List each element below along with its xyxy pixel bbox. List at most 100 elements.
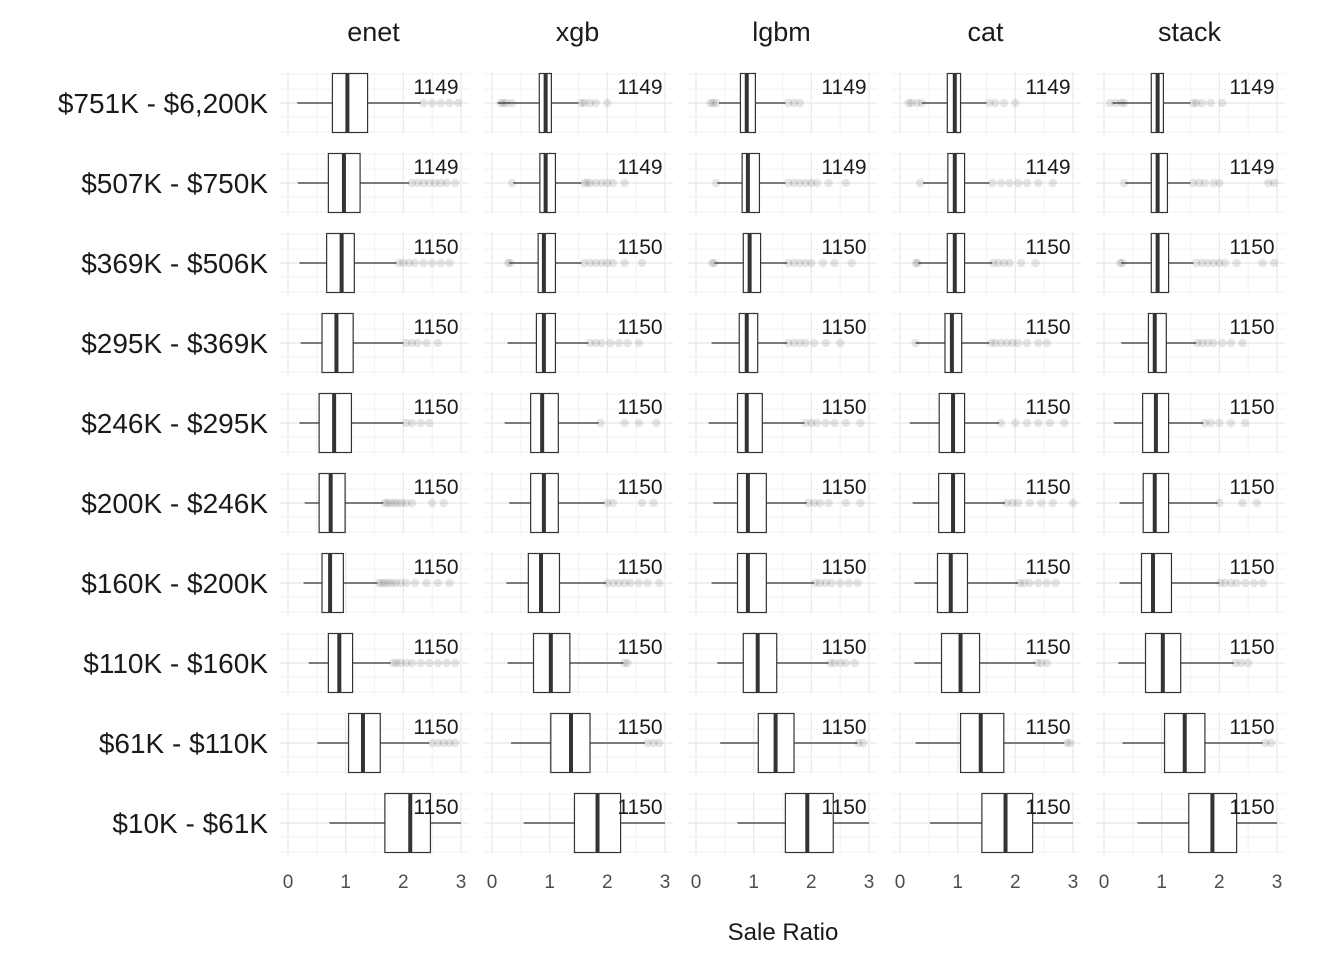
outlier-point <box>1269 258 1279 268</box>
outlier-point <box>801 338 810 348</box>
count-label: 1150 <box>1229 476 1274 499</box>
iqr-box <box>537 232 557 294</box>
outlier-point <box>1209 178 1218 188</box>
outlier-point <box>407 418 417 428</box>
iqr-box <box>539 152 557 214</box>
iqr-box <box>527 552 561 614</box>
facet-label-enet: enet <box>347 17 400 47</box>
outlier-point <box>1037 658 1046 668</box>
panels-layer: 1149 1149 1150 1150 1150 1150 1150 1150 1150 1150… <box>280 72 1285 854</box>
outlier-point <box>1218 338 1227 348</box>
outlier-point <box>1261 738 1270 748</box>
outlier-point <box>606 338 615 348</box>
iqr-box <box>384 792 432 854</box>
outlier-point <box>637 258 647 268</box>
facet-label-stack: stack <box>1158 17 1222 47</box>
panel-xgb-8: 1150 <box>484 712 673 774</box>
count-label: 1150 <box>1229 636 1274 659</box>
outlier-point <box>824 178 833 188</box>
iqr-box <box>530 392 559 454</box>
panel-lgbm-4: 1150 <box>688 392 877 454</box>
outlier-point <box>996 178 1006 188</box>
outlier-point <box>1215 178 1224 188</box>
panel-cat-8: 1150 <box>892 712 1081 774</box>
count-label: 1150 <box>617 316 662 339</box>
panel-enet-0: 1149 <box>280 72 469 134</box>
count-label: 1149 <box>413 76 458 99</box>
panel-xgb-4: 1150 <box>484 392 673 454</box>
outlier-point <box>620 178 629 188</box>
outlier-point <box>436 178 446 188</box>
outlier-point <box>821 578 830 588</box>
panel-lgbm-1: 1149 <box>688 152 877 214</box>
panel-xgb-1: 1149 <box>484 152 673 214</box>
x-tick-label: 1 <box>952 872 963 893</box>
outlier-point <box>706 98 715 108</box>
outlier-point <box>1189 178 1198 188</box>
outlier-point <box>1218 98 1227 108</box>
outlier-point <box>812 418 822 428</box>
outlier-point <box>596 418 605 428</box>
outlier-point <box>996 418 1006 428</box>
price-bin-label: $160K - $200K <box>81 568 268 599</box>
count-label: 1150 <box>821 236 866 259</box>
outlier-point <box>399 258 408 268</box>
outlier-point <box>634 418 644 428</box>
panel-xgb-3: 1150 <box>484 312 673 374</box>
count-label: 1150 <box>821 476 866 499</box>
outlier-point <box>915 178 925 188</box>
outlier-point <box>1209 258 1218 268</box>
panel-lgbm-3: 1150 <box>688 312 877 374</box>
count-label: 1150 <box>1025 316 1070 339</box>
outlier-point <box>402 498 411 508</box>
outlier-point <box>1206 98 1215 108</box>
outlier-point <box>643 738 652 748</box>
outlier-point <box>853 578 862 588</box>
outlier-point <box>436 98 446 108</box>
outlier-point <box>608 578 618 588</box>
outlier-point <box>999 258 1008 268</box>
outlier-point <box>585 98 595 108</box>
outlier-point <box>445 258 454 268</box>
panel-stack-5: 1150 <box>1096 472 1285 534</box>
outlier-point <box>1015 578 1025 588</box>
panel-enet-3: 1150 <box>280 312 469 374</box>
outlier-point <box>1238 498 1247 508</box>
outlier-point <box>580 178 589 188</box>
outlier-point <box>986 338 996 348</box>
outlier-point <box>1226 578 1236 588</box>
outlier-point <box>784 178 793 188</box>
x-tick-label: 0 <box>1099 872 1110 893</box>
count-label: 1150 <box>617 556 662 579</box>
labels-layer: enet xgb lgbm cat stack $751K - $6,200K $507K … <box>58 17 1282 893</box>
outlier-point <box>623 658 632 668</box>
outlier-point <box>841 418 851 428</box>
panel-stack-0: 1149 <box>1096 72 1285 134</box>
outlier-point <box>386 498 395 508</box>
outlier-point <box>445 98 454 108</box>
outlier-point <box>620 658 629 668</box>
outlier-point <box>442 178 451 188</box>
count-label: 1150 <box>1025 796 1070 819</box>
outlier-point <box>410 258 420 268</box>
outlier-point <box>620 578 629 588</box>
outlier-point <box>807 258 816 268</box>
outlier-point <box>626 578 635 588</box>
outlier-point <box>1019 578 1029 588</box>
outlier-point <box>603 178 612 188</box>
count-label: 1150 <box>821 316 866 339</box>
outlier-point <box>1206 418 1215 428</box>
outlier-point <box>1241 418 1250 428</box>
outlier-point <box>585 178 595 188</box>
count-label: 1150 <box>617 636 662 659</box>
outlier-point <box>911 258 921 268</box>
panel-lgbm-7: 1150 <box>688 632 877 694</box>
outlier-point <box>1042 658 1052 668</box>
outlier-point <box>1042 338 1052 348</box>
outlier-point <box>427 258 437 268</box>
outlier-point <box>847 258 856 268</box>
facet-label-lgbm: lgbm <box>752 17 811 47</box>
count-label: 1150 <box>617 476 662 499</box>
outlier-point <box>585 258 595 268</box>
outlier-point <box>422 578 431 588</box>
